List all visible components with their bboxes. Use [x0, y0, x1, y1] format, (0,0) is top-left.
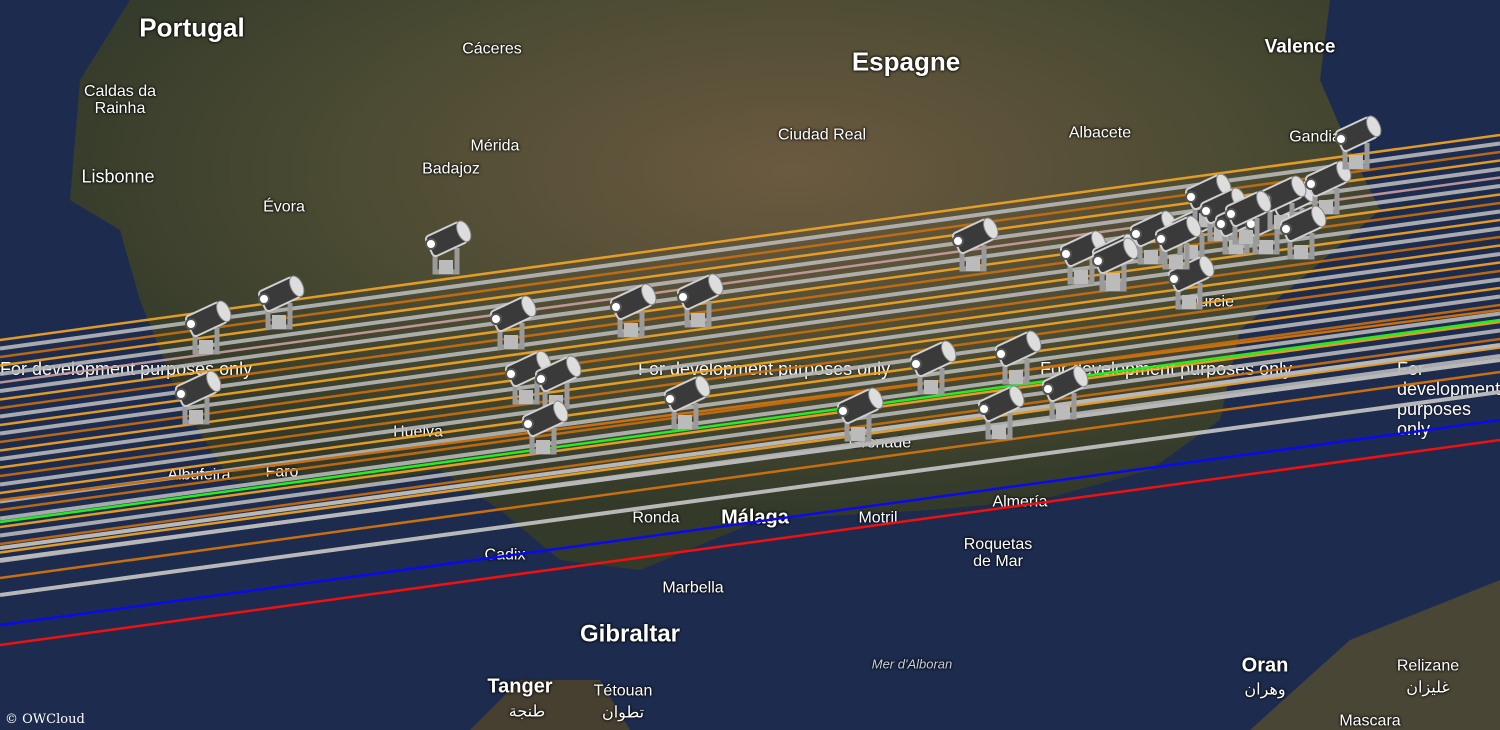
city-label: Mascara	[1339, 712, 1401, 730]
spotlight-icon[interactable]	[521, 399, 571, 455]
track-line[interactable]	[0, 303, 1500, 512]
track-line[interactable]	[0, 418, 1500, 627]
city-label: غليزان	[1406, 679, 1450, 697]
city-label: Gibraltar	[579, 620, 681, 648]
track-line[interactable]	[0, 311, 1500, 521]
spotlight-icon[interactable]	[977, 384, 1027, 440]
spotlight-icon[interactable]	[909, 339, 959, 395]
track-line[interactable]	[0, 235, 1500, 444]
spotlight-icon[interactable]	[676, 272, 726, 328]
city-label: Marbella	[662, 579, 724, 597]
track-line[interactable]	[0, 286, 1500, 495]
spotlight-icon[interactable]	[609, 282, 659, 338]
track-line[interactable]	[0, 343, 1500, 550]
spotlight-icon[interactable]	[424, 219, 474, 275]
spotlight-icon[interactable]	[1041, 364, 1091, 420]
city-label: Valence	[1264, 36, 1336, 58]
city-label: Roquetas de Mar	[963, 536, 1033, 570]
spotlight-icon[interactable]	[1167, 254, 1217, 310]
spotlight-icon[interactable]	[1224, 189, 1274, 245]
spotlight-icon[interactable]	[174, 369, 224, 425]
track-line[interactable]	[0, 308, 1500, 502]
city-label: Évora	[263, 198, 305, 216]
map-credit: © OWCloud	[5, 712, 85, 727]
track-line[interactable]	[0, 209, 1500, 419]
track-line[interactable]	[0, 328, 1500, 538]
city-label: Mérida	[470, 137, 520, 155]
track-line[interactable]	[0, 218, 1500, 427]
track-line[interactable]	[0, 277, 1500, 487]
sea-label: Mer d'Alboran	[871, 656, 953, 672]
track-line[interactable]	[0, 337, 1500, 546]
city-label: Málaga	[721, 506, 789, 529]
track-line[interactable]	[0, 141, 1500, 351]
city-label: Lisbonne	[81, 166, 155, 187]
spotlight-icon[interactable]	[257, 274, 307, 330]
city-label: Oran	[1241, 654, 1289, 677]
city-label: وهران	[1244, 681, 1286, 699]
spotlight-icon[interactable]	[184, 299, 234, 355]
city-label: Gandia	[1289, 128, 1341, 146]
city-label: Relizane	[1396, 657, 1460, 675]
city-label: Motril	[858, 509, 898, 527]
country-label-portugal: Portugal	[139, 12, 245, 43]
city-label: Badajoz	[422, 160, 480, 178]
country-label-spain: Espagne	[851, 46, 961, 77]
spotlight-icon[interactable]	[489, 294, 539, 350]
track-line[interactable]	[0, 133, 1500, 342]
city-label: طنجة	[508, 703, 546, 721]
city-label: Ronda	[632, 509, 680, 527]
spotlight-icon[interactable]	[1091, 236, 1141, 292]
spotlight-icon[interactable]	[1279, 204, 1329, 260]
spotlight-icon[interactable]	[994, 329, 1044, 385]
spotlight-icon[interactable]	[836, 386, 886, 442]
city-label: Tétouan	[593, 682, 653, 700]
spotlight-icon[interactable]	[1154, 214, 1204, 270]
track-line[interactable]	[0, 346, 1500, 554]
city-label: Caldas da Rainha	[83, 83, 157, 117]
track-line[interactable]	[0, 390, 1500, 597]
track-line[interactable]	[0, 438, 1500, 647]
track-line[interactable]	[0, 261, 1500, 469]
city-label: تطوان	[601, 704, 645, 722]
city-label: Tanger	[487, 675, 553, 698]
city-label: Ciudad Real	[777, 126, 867, 144]
track-line[interactable]	[0, 150, 1500, 359]
city-label: Albacete	[1068, 124, 1132, 142]
spotlight-icon[interactable]	[1059, 229, 1109, 285]
track-line[interactable]	[0, 318, 1500, 524]
spotlight-icon[interactable]	[663, 374, 713, 430]
city-label: Cáceres	[462, 40, 522, 58]
track-line[interactable]	[0, 358, 1500, 562]
track-line[interactable]	[0, 226, 1500, 436]
track-line[interactable]	[0, 320, 1500, 529]
track-line[interactable]	[0, 252, 1500, 461]
spotlight-icon[interactable]	[951, 216, 1001, 272]
spotlight-icon[interactable]	[1334, 114, 1384, 170]
track-line[interactable]	[0, 370, 1500, 580]
track-line[interactable]	[0, 269, 1500, 478]
track-line[interactable]	[0, 244, 1500, 452]
